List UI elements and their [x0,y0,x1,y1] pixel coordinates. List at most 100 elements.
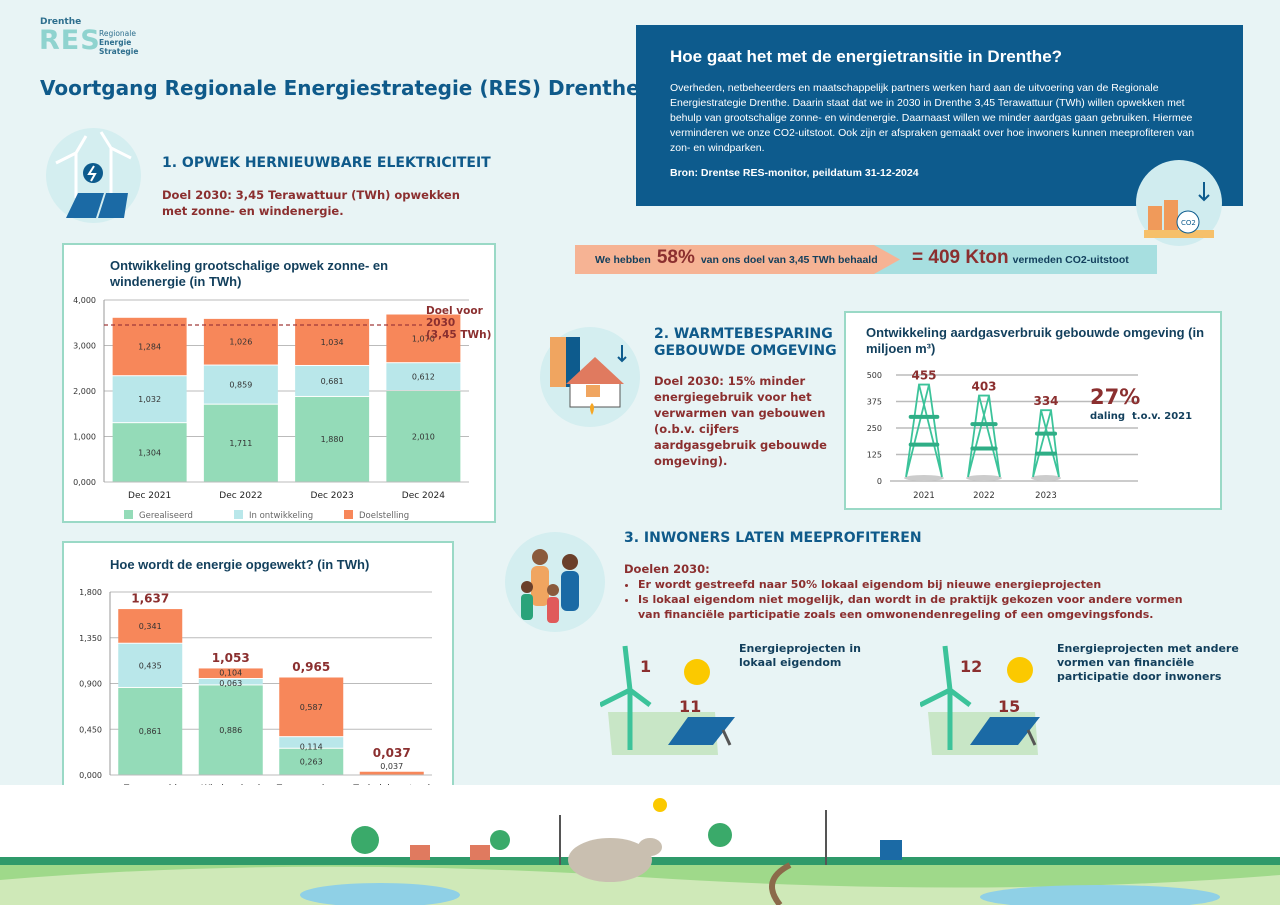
target-line-label: Doel voor [426,305,484,317]
data-label: 0,859 [229,381,252,390]
section2-heading-line2: GEBOUWDE OMGEVING [654,343,837,359]
wind-solar-illustration [920,645,1040,755]
banner-co2-text: = 409 Kton vermeden CO2-uitstoot [912,247,1129,269]
target-line-label: 2030 [426,317,455,329]
solar-count: 11 [679,697,702,716]
bar-segment [198,668,263,679]
data-label: 0,435 [139,661,162,670]
banner-co2 [860,245,1157,274]
y-tick-label: 0,900 [79,680,102,689]
data-label: 0,886 [219,726,242,735]
x-tick-label: 2021 [913,491,935,501]
co2-label: CO2 [1181,219,1196,227]
x-tick-label: Dec 2023 [311,491,354,501]
intro-box: Hoe gaat het met de energietransitie in … [636,25,1243,206]
bar-segment [295,396,370,482]
data-label: 334 [1033,394,1058,408]
landscape-illustration [0,785,1280,905]
data-label: 0,681 [321,377,344,386]
legend-swatch [234,510,243,519]
data-label: 0,114 [300,742,323,751]
data-label: 1,032 [138,395,161,404]
house-heating-icon [540,327,640,427]
chart2-title: Hoe wordt de energie opgewekt? (in TWh) [110,557,370,572]
total-label: 0,037 [373,746,411,760]
data-label: 0,587 [300,703,323,712]
gas-tower-bar [905,383,943,478]
logo-acronym: RES [39,25,101,56]
legend-label: Gerealiseerd [139,511,193,521]
tower-shadow [966,475,1002,481]
gas-tower-bar [1032,409,1060,478]
total-label: 1,053 [212,651,250,665]
tower-shadow [904,475,944,481]
banner-eq: = 409 Kton [912,247,1009,268]
tower-shadow [1031,475,1061,481]
y-tick-label: 1,000 [73,433,96,442]
tower-platform [908,414,940,419]
bar-segment [386,314,461,363]
y-tick-label: 125 [867,451,882,460]
bar-segment [386,363,461,391]
data-label: 403 [971,380,996,394]
stat-label: Energieprojecten met andere vormen van f… [1057,642,1239,683]
x-tick-label: 2023 [1035,491,1057,501]
y-tick-label: 1,350 [79,634,102,643]
bar-segment [118,687,183,775]
y-tick-label: 0 [877,477,882,486]
logo-line2: Energie [99,38,132,47]
bar-segment [295,318,370,365]
goal-item: Is lokaal eigendom niet mogelijk, dan wo… [638,592,1194,622]
stat-financial-participation: 12 15 Energieprojecten met andere vormen… [920,640,1240,755]
bar-segment [359,771,424,775]
bar-segment [279,737,344,748]
chart-grootschalige-opwek: Ontwikkeling grootschalige opwek zonne- … [62,243,496,523]
target-line-label: (3,45 TWh) [426,329,491,341]
data-label: 1,880 [321,435,344,444]
banner-mid: van ons doel van 3,45 TWh behaald [700,254,878,266]
bar-segment [118,643,183,687]
bar-segment [118,609,183,643]
stat-label: Energieprojecten in lokaal eigendom [739,642,861,669]
y-tick-label: 375 [867,398,882,407]
banner-pre: We hebben [595,254,651,266]
data-label: 0,104 [219,668,242,677]
intro-heading: Hoe gaat het met de energietransitie in … [670,47,1063,66]
y-tick-label: 0,000 [73,478,96,487]
intro-body: Overheden, netbeheerders en maatschappel… [670,82,1195,154]
intro-source: Bron: Drentse RES-monitor, peildatum 31-… [670,167,919,179]
tower-platform [1034,431,1058,436]
data-label: 2,010 [412,432,435,441]
data-label: 0,037 [380,762,403,771]
tower-platform [908,442,940,447]
logo-region: Drenthe [40,17,82,27]
data-label: 0,612 [412,373,435,382]
section3-goals-label: Doelen 2030: [624,562,710,576]
tower-platform [970,422,998,427]
legend-label: Doelstelling [359,511,409,521]
bar-segment [112,317,187,376]
x-tick-label: Dec 2024 [402,491,445,501]
section2-heading: 2. WARMTEBESPARING GEBOUWDE OMGEVING [654,326,837,360]
data-label: 1,284 [138,343,161,352]
bar-segment [112,376,187,423]
decline-pct: 27% [1090,385,1141,409]
bar-segment [279,677,344,737]
banner-pct: 58% [656,247,695,268]
data-label: 1,026 [229,338,252,347]
data-label: 0,063 [219,679,242,688]
x-tick-label: 2022 [973,491,995,501]
data-label: 1,711 [229,439,252,448]
wind-solar-icon [46,128,141,223]
legend-label: In ontwikkeling [249,511,313,521]
y-tick-label: 3,000 [73,342,96,351]
logo-line1: Regionale [99,29,136,38]
data-label: 1,034 [321,338,344,347]
banner-progress [575,245,900,274]
bar-segment [279,748,344,775]
section3-heading: 3. INWONERS LATEN MEEPROFITEREN [624,530,922,546]
wind-solar-illustration [600,645,735,755]
section1-goal: Doel 2030: 3,45 Terawattuur (TWh) opwekk… [162,188,460,218]
stat-local-ownership: 1 11 Energieprojecten in lokaal eigendom [600,640,861,755]
section3-goals: Er wordt gestreefd naar 50% lokaal eigen… [624,577,1194,622]
